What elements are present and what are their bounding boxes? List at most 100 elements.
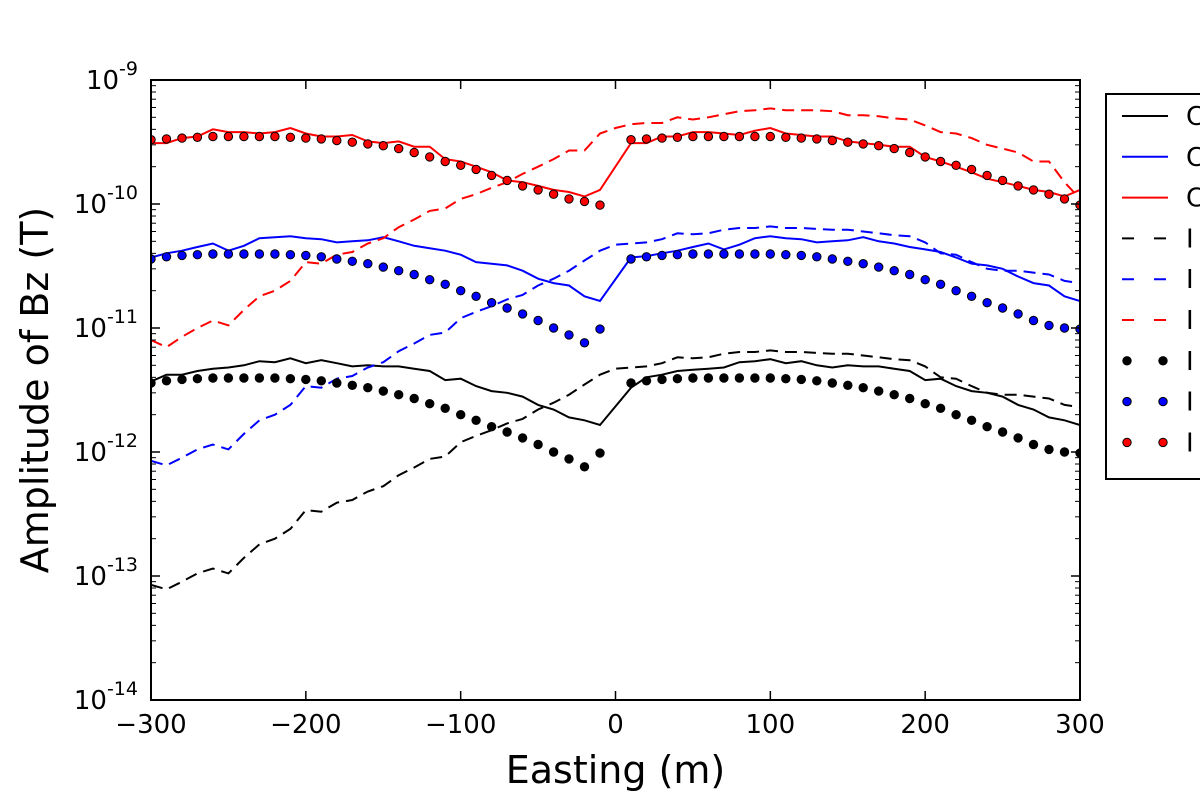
series-8-point (177, 133, 187, 143)
series-7-point (394, 266, 404, 276)
series-8-point (657, 133, 667, 143)
x-tick-label: 300 (1055, 710, 1105, 740)
series-6-point (192, 374, 203, 384)
series-7-point (765, 249, 775, 259)
y-tick-label: 10-9 (86, 58, 138, 96)
series-8-point (966, 164, 977, 175)
legend-label: I (1186, 265, 1194, 295)
series-8-point (254, 131, 265, 142)
series-layer (151, 107, 1080, 591)
legend-frame (1105, 93, 1200, 480)
series-0-line (151, 357, 1080, 427)
series-8-point (363, 139, 373, 149)
series-6-point (626, 378, 636, 388)
series-6-point (858, 383, 868, 393)
series-8-point (1028, 185, 1039, 195)
legend-label: C (1186, 102, 1200, 132)
series-6-point (719, 373, 729, 383)
series-7-point (440, 279, 450, 289)
series-8-point (997, 175, 1008, 186)
series-6-point (703, 373, 714, 383)
series-7-point (254, 249, 265, 259)
series-6-point (874, 386, 884, 396)
y-tick-label: 10-10 (74, 182, 138, 220)
ticks-layer: −300 −200 −100 0 100 200 300 10-14 10-13 10-12 10-… (74, 58, 1105, 740)
series-6-point (750, 373, 760, 383)
series-7-point (657, 250, 667, 261)
series-7-point (502, 303, 512, 313)
series-7-point (750, 249, 760, 259)
series-6-point (966, 415, 977, 425)
series-7-point (564, 330, 574, 340)
series-7-point (1013, 309, 1023, 319)
series-6-point (270, 373, 280, 383)
series-7-point (471, 291, 481, 301)
series-6-point (920, 399, 930, 409)
legend-marker (1158, 437, 1168, 448)
series-8-point (347, 137, 357, 147)
legend-label: C (1186, 143, 1200, 173)
series-7-point (781, 250, 791, 260)
series-8-point (409, 147, 419, 158)
series-6-point (657, 374, 667, 385)
series-6-point (208, 373, 218, 383)
series-6-point (641, 376, 652, 386)
series-6-point (905, 393, 915, 404)
series-6-point (486, 422, 497, 432)
series-3-line (151, 349, 1080, 591)
y-tick-label: 10-13 (74, 554, 138, 592)
series-7-point (425, 275, 435, 285)
series-8-point (781, 132, 791, 143)
series-8-point (874, 141, 884, 151)
plot-frame (150, 79, 1081, 701)
series-7-point (626, 254, 636, 264)
series-8-point (796, 133, 806, 143)
series-7-point (935, 279, 946, 289)
series-8-point (765, 131, 775, 142)
series-7-point (409, 269, 419, 280)
series-8-point (316, 134, 326, 144)
series-7-point (734, 249, 745, 259)
series-7-point (827, 254, 837, 264)
series-8-point (533, 185, 543, 195)
series-6-point (1075, 448, 1080, 458)
series-7-point (641, 252, 652, 262)
series-6-point (781, 374, 791, 384)
series-7-point (672, 250, 683, 260)
series-8-point (1059, 194, 1070, 204)
series-7-point (223, 249, 234, 259)
legend-marker (1122, 396, 1132, 407)
series-7-point (208, 249, 218, 259)
series-8-point (548, 189, 559, 199)
series-8-point (889, 143, 899, 154)
series-6-point (1044, 444, 1054, 455)
series-6-point (564, 454, 574, 464)
y-tick-label: 10-14 (74, 678, 138, 716)
series-8-point (672, 132, 683, 143)
series-7-point (363, 259, 373, 269)
series-8-point (192, 132, 203, 143)
series-8-point (641, 134, 652, 144)
series-7-point (1044, 320, 1054, 331)
series-7-point (192, 250, 203, 260)
series-7-point (533, 315, 543, 326)
legend-label: I (1186, 306, 1194, 336)
series-8-point (920, 152, 930, 162)
series-8-point (719, 131, 729, 142)
series-8-point (471, 164, 481, 175)
series-8-point (951, 160, 961, 171)
x-tick-label: −200 (270, 710, 341, 740)
series-7-point (301, 250, 311, 261)
series-8-point (564, 194, 574, 204)
legend-marker (1158, 396, 1168, 407)
series-7-point (285, 250, 296, 260)
series-8-point (827, 135, 837, 146)
series-6-point (301, 374, 311, 385)
series-6-point (239, 373, 249, 383)
series-7-point (1028, 315, 1039, 326)
series-7-point (874, 262, 884, 272)
series-7-point (595, 324, 605, 334)
series-6-point (517, 433, 528, 443)
x-tick-label: −300 (115, 710, 186, 740)
